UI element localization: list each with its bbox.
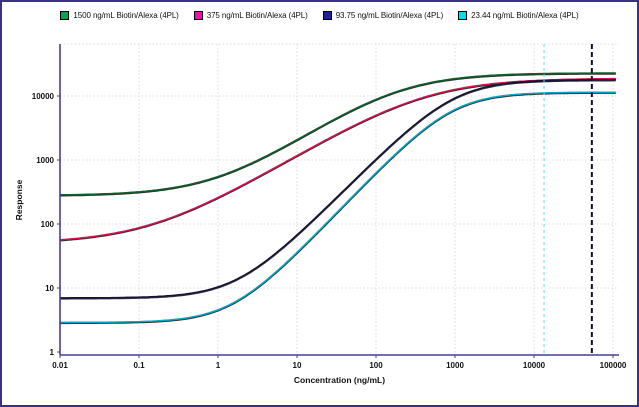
curve-shadow-2	[60, 79, 616, 300]
x-tick-label: 100000	[600, 361, 627, 370]
legend-marker-icon	[322, 11, 332, 20]
legend-item-label: 375 ng/mL Biotin/Alexa (4PL)	[206, 11, 308, 20]
x-axis-title: Concentration (ng/mL)	[293, 375, 386, 385]
curve-0	[60, 72, 616, 196]
y-tick-label: 1000	[36, 156, 54, 165]
x-tick-label: 100	[369, 361, 383, 370]
x-tick-label: 0.01	[52, 361, 68, 370]
legend-marker-icon	[193, 11, 203, 20]
legend-marker-icon	[60, 11, 70, 20]
x-tick-label: 10000	[523, 361, 546, 370]
x-tick-label: 0.1	[133, 361, 145, 370]
legend-item-label: 1500 ng/mL Biotin/Alexa (4PL)	[73, 11, 179, 20]
legend-item-label: 93.75 ng/mL Biotin/Alexa (4PL)	[335, 11, 444, 20]
legend-marker-icon	[458, 11, 468, 20]
curve-3	[60, 91, 616, 324]
curve-2	[60, 78, 616, 299]
y-axis-title: Response	[14, 179, 24, 221]
x-tick-label: 1000	[446, 361, 464, 370]
y-tick-label: 10	[45, 284, 54, 293]
x-tick-label: 10	[293, 361, 302, 370]
legend-item: 1500 ng/mL Biotin/Alexa (4PL)	[60, 11, 179, 20]
y-tick-label: 10000	[32, 92, 55, 101]
x-tick-label: 1	[216, 361, 221, 370]
legend: 1500 ng/mL Biotin/Alexa (4PL) 375 ng/mL B…	[2, 11, 637, 20]
legend-item: 23.44 ng/mL Biotin/Alexa (4PL)	[458, 11, 579, 20]
legend-item: 93.75 ng/mL Biotin/Alexa (4PL)	[322, 11, 444, 20]
legend-item: 375 ng/mL Biotin/Alexa (4PL)	[193, 11, 308, 20]
curve-1	[59, 77, 616, 241]
y-tick-label: 1	[50, 348, 55, 357]
legend-item-label: 23.44 ng/mL Biotin/Alexa (4PL)	[471, 11, 579, 20]
y-tick-label: 100	[41, 220, 55, 229]
